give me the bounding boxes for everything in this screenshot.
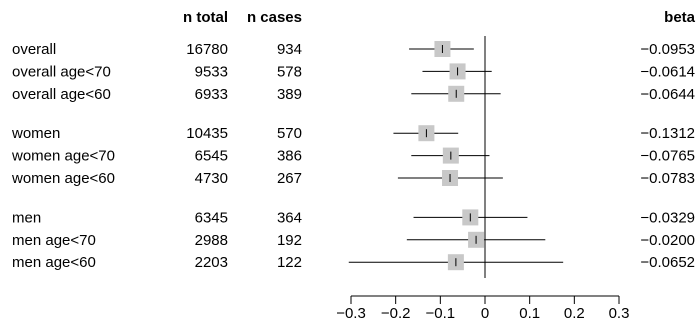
row-n-cases: 267: [277, 170, 302, 187]
row-beta-value: −0.0783: [640, 170, 695, 187]
row-beta-value: −0.0765: [640, 148, 695, 165]
header-n-total: n total: [183, 9, 228, 26]
row-n-cases: 570: [277, 125, 302, 142]
x-axis-tick-label: 0.2: [564, 305, 585, 322]
x-axis-tick-label: 0.1: [519, 305, 540, 322]
row-label: women age<60: [11, 170, 115, 187]
x-axis-tick-label: 0.3: [609, 305, 630, 322]
row-beta-value: −0.0644: [640, 86, 695, 103]
row-n-total: 2988: [195, 232, 228, 249]
row-n-total: 16780: [186, 41, 228, 58]
x-axis-tick-label: −0.1: [426, 305, 456, 322]
x-axis-tick-label: 0: [481, 305, 489, 322]
row-n-total: 9533: [195, 63, 228, 80]
row-label: women: [11, 125, 60, 142]
row-n-cases: 934: [277, 41, 302, 58]
row-n-total: 6545: [195, 148, 228, 165]
header-n-cases: n cases: [247, 9, 302, 26]
x-axis-tick-label: −0.3: [336, 305, 366, 322]
row-beta-value: −0.0329: [640, 209, 695, 226]
row-label: men: [12, 209, 41, 226]
row-n-cases: 578: [277, 63, 302, 80]
row-n-cases: 364: [277, 209, 302, 226]
row-beta-value: −0.1312: [640, 125, 695, 142]
row-label: overall age<70: [12, 63, 111, 80]
row-label: overall: [12, 41, 56, 58]
row-n-total: 10435: [186, 125, 228, 142]
row-label: men age<60: [12, 254, 96, 271]
row-n-cases: 386: [277, 148, 302, 165]
row-n-total: 2203: [195, 254, 228, 271]
row-n-cases: 389: [277, 86, 302, 103]
row-beta-value: −0.0652: [640, 254, 695, 271]
row-n-total: 6345: [195, 209, 228, 226]
row-beta-value: −0.0614: [640, 63, 695, 80]
row-label: overall age<60: [12, 86, 111, 103]
row-label: women age<70: [11, 148, 115, 165]
row-n-cases: 122: [277, 254, 302, 271]
header-beta: beta: [664, 9, 696, 26]
row-beta-value: −0.0953: [640, 41, 695, 58]
row-label: men age<70: [12, 232, 96, 249]
row-beta-value: −0.0200: [640, 232, 695, 249]
x-axis-tick-label: −0.2: [381, 305, 411, 322]
row-n-total: 4730: [195, 170, 228, 187]
row-n-cases: 192: [277, 232, 302, 249]
row-n-total: 6933: [195, 86, 228, 103]
